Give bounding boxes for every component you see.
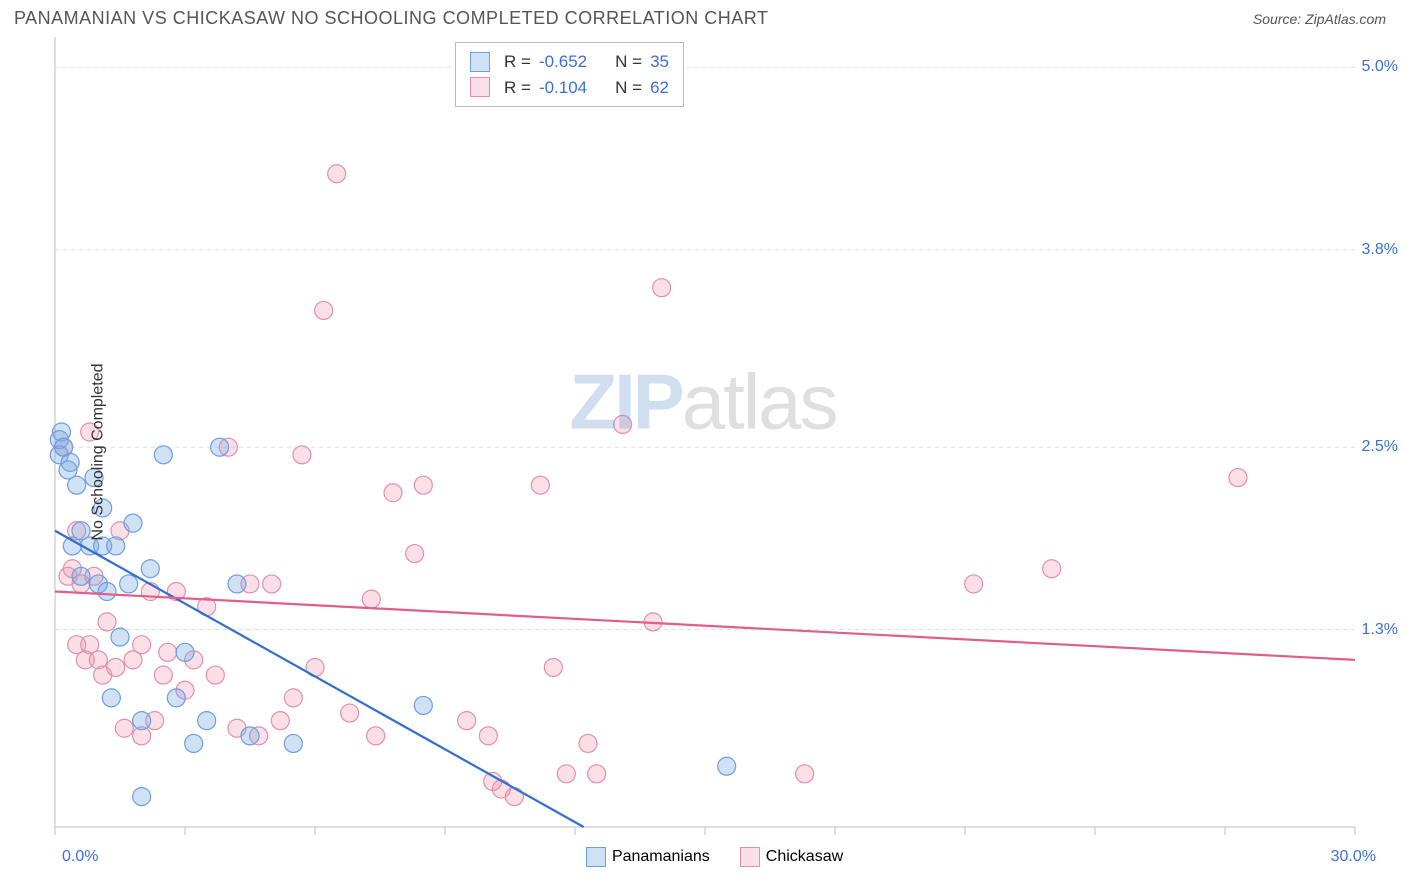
correlation-stats-box: R = -0.652 N = 35 R = -0.104 N = 62 — [455, 42, 684, 107]
y-tick-label: 1.3% — [1362, 621, 1398, 639]
data-point — [406, 545, 424, 563]
data-point — [284, 734, 302, 752]
y-axis-label: No Schooling Completed — [90, 364, 108, 541]
stat-r-label: R = — [504, 75, 531, 101]
y-tick-label: 2.5% — [1362, 438, 1398, 456]
scatter-plot-svg — [0, 37, 1406, 857]
data-point — [133, 788, 151, 806]
legend-swatch — [470, 77, 490, 97]
data-point — [61, 453, 79, 471]
data-point — [718, 757, 736, 775]
data-point — [111, 628, 129, 646]
data-point — [384, 484, 402, 502]
chart-area: No Schooling Completed ZIPatlas R = -0.6… — [0, 37, 1406, 867]
stats-row: R = -0.104 N = 62 — [470, 75, 669, 101]
data-point — [367, 727, 385, 745]
data-point — [796, 765, 814, 783]
data-point — [557, 765, 575, 783]
data-point — [167, 689, 185, 707]
data-point — [185, 734, 203, 752]
data-point — [362, 590, 380, 608]
x-axis-start-label: 0.0% — [62, 848, 98, 866]
data-point — [479, 727, 497, 745]
legend-swatch — [586, 847, 606, 867]
data-point — [198, 712, 216, 730]
data-point — [154, 666, 172, 684]
stat-n-label: N = — [615, 49, 642, 75]
data-point — [98, 613, 116, 631]
data-point — [965, 575, 983, 593]
y-tick-label: 5.0% — [1362, 58, 1398, 76]
legend-swatch — [470, 52, 490, 72]
data-point — [531, 476, 549, 494]
data-point — [107, 537, 125, 555]
data-point — [154, 446, 172, 464]
series-legend: Panamanians Chickasaw — [586, 847, 843, 867]
data-point — [341, 704, 359, 722]
data-point — [115, 719, 133, 737]
data-point — [124, 514, 142, 532]
data-point — [315, 301, 333, 319]
data-point — [579, 734, 597, 752]
y-tick-label: 3.8% — [1362, 241, 1398, 259]
data-point — [1229, 469, 1247, 487]
data-point — [241, 727, 259, 745]
data-point — [588, 765, 606, 783]
chart-title: PANAMANIAN VS CHICKASAW NO SCHOOLING COM… — [14, 8, 768, 29]
data-point — [176, 643, 194, 661]
data-point — [107, 658, 125, 676]
data-point — [544, 658, 562, 676]
data-point — [120, 575, 138, 593]
chart-header: PANAMANIAN VS CHICKASAW NO SCHOOLING COM… — [0, 0, 1406, 37]
trend-line — [55, 592, 1355, 660]
data-point — [133, 636, 151, 654]
data-point — [458, 712, 476, 730]
legend-swatch — [740, 847, 760, 867]
legend-label: Chickasaw — [766, 848, 843, 865]
data-point — [505, 788, 523, 806]
legend-label: Panamanians — [612, 848, 710, 865]
data-point — [133, 712, 151, 730]
stat-n-label: N = — [615, 75, 642, 101]
data-point — [263, 575, 281, 593]
legend-item: Chickasaw — [740, 847, 843, 867]
data-point — [102, 689, 120, 707]
trend-line — [55, 531, 584, 827]
stat-r-value: -0.104 — [539, 75, 587, 101]
data-point — [284, 689, 302, 707]
chart-source: Source: ZipAtlas.com — [1253, 11, 1386, 27]
data-point — [159, 643, 177, 661]
data-point — [98, 583, 116, 601]
x-axis-end-label: 30.0% — [1331, 848, 1376, 866]
stat-n-value: 35 — [650, 49, 669, 75]
data-point — [328, 165, 346, 183]
stats-row: R = -0.652 N = 35 — [470, 49, 669, 75]
legend-item: Panamanians — [586, 847, 710, 867]
data-point — [1043, 560, 1061, 578]
data-point — [653, 279, 671, 297]
data-point — [414, 696, 432, 714]
data-point — [614, 415, 632, 433]
stat-n-value: 62 — [650, 75, 669, 101]
data-point — [414, 476, 432, 494]
data-point — [206, 666, 224, 684]
data-point — [293, 446, 311, 464]
data-point — [68, 476, 86, 494]
data-point — [211, 438, 229, 456]
data-point — [271, 712, 289, 730]
stat-r-value: -0.652 — [539, 49, 587, 75]
x-axis-footer: 0.0% Panamanians Chickasaw 30.0% — [0, 847, 1406, 867]
stat-r-label: R = — [504, 49, 531, 75]
data-point — [72, 567, 90, 585]
data-point — [141, 560, 159, 578]
data-point — [228, 575, 246, 593]
